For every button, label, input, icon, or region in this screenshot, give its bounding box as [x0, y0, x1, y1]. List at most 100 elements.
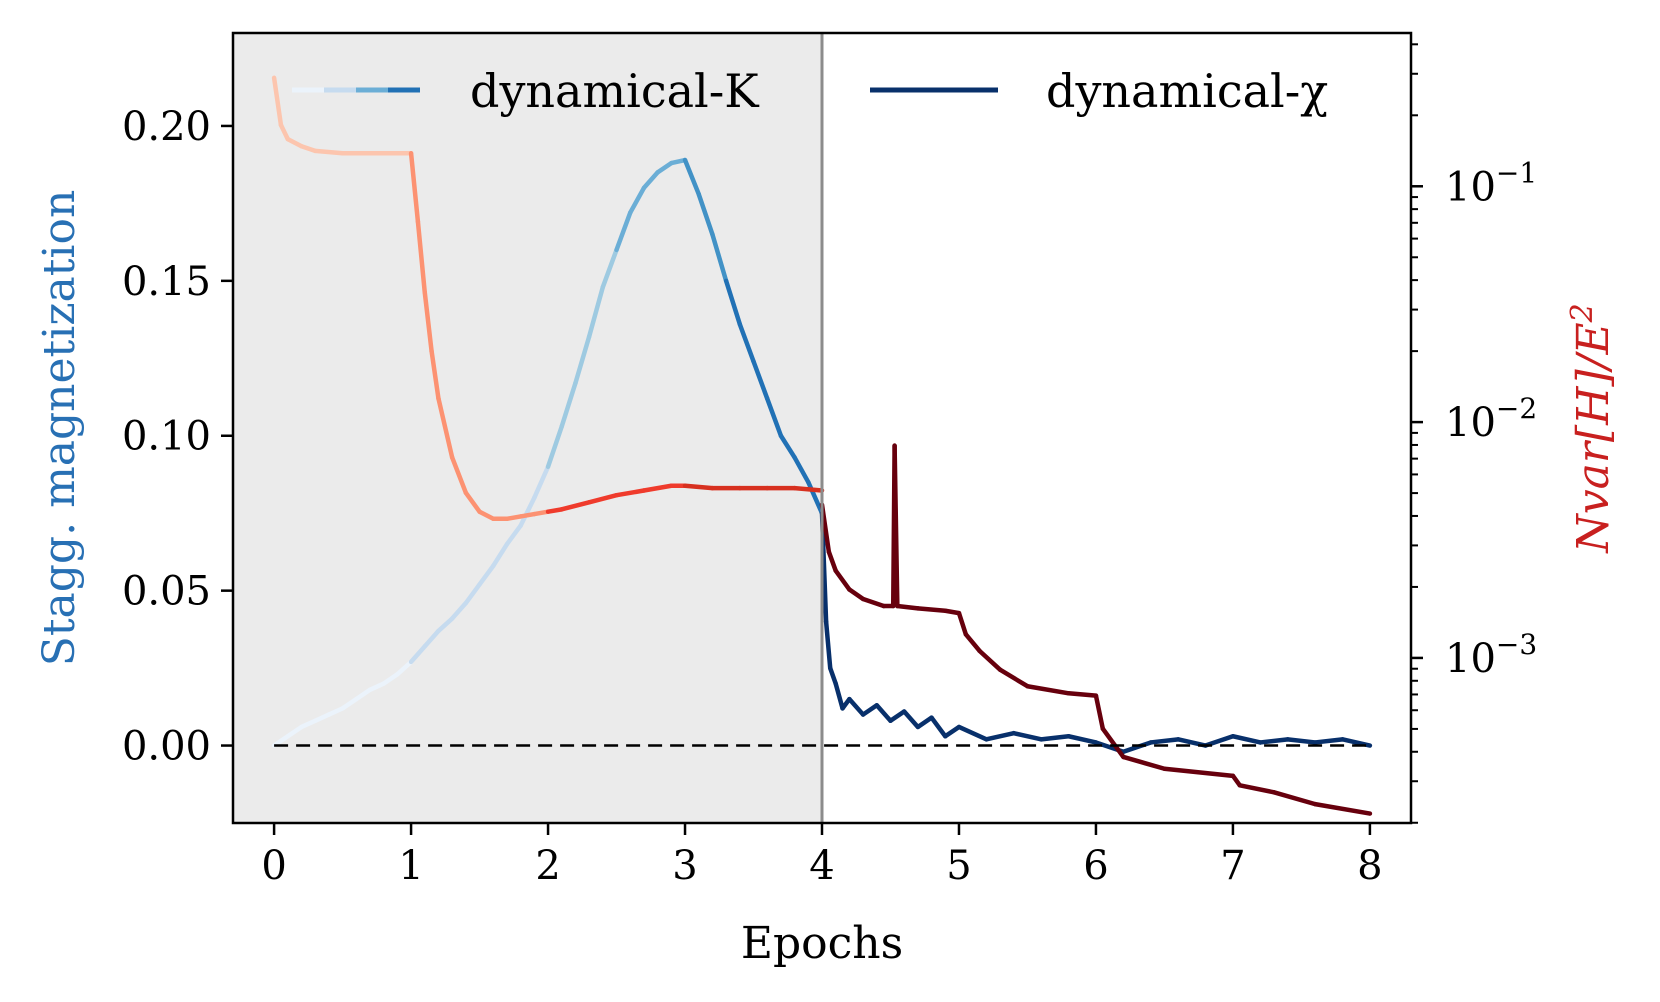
legend-label-dynamical-chi: dynamical-χ: [1046, 64, 1328, 118]
series-3-segment-7: [892, 443, 900, 609]
series-0-segment-28: [655, 160, 674, 175]
series-0-segment-31: [696, 191, 715, 237]
series-2-segment-23: [641, 483, 674, 493]
series-2-segment-2: [285, 136, 304, 149]
series-2-segment-21: [586, 492, 619, 505]
series-0-segment-3: [312, 712, 332, 724]
series-3-segment-15: [1025, 683, 1071, 696]
series-0-segment-36: [764, 396, 784, 438]
series-1-segment-10: [915, 715, 934, 730]
series-1-segment-26: [1312, 737, 1345, 745]
series-1-segment-22: [1203, 734, 1236, 748]
series-3-segment-19: [1121, 754, 1167, 772]
series-3-segment-20: [1162, 766, 1236, 779]
series-1-segment-13: [956, 724, 989, 742]
series-1-segment-14: [984, 730, 1017, 742]
series-3-segment-24: [1312, 801, 1373, 816]
series-0-segment-9: [395, 659, 414, 677]
legend: dynamical-K dynamical-χ: [292, 64, 1328, 118]
series-1-segment-2: [827, 665, 838, 686]
series-1-segment-1: [823, 619, 833, 671]
series-1-segment-6: [860, 703, 880, 717]
series-0-segment-0: [271, 734, 291, 748]
series-0-segment-8: [381, 672, 400, 686]
series-3-segment-23: [1271, 790, 1318, 807]
series-2-segment-25: [682, 483, 715, 491]
series-0-segment-21: [559, 380, 578, 429]
series-2-segment-22: [614, 488, 647, 498]
series-0-segment-1: [285, 724, 304, 739]
series-1-segment-7: [874, 703, 893, 724]
series-3-segment-17: [1093, 693, 1106, 731]
series-2-segment-11: [436, 396, 455, 460]
series-0-segment-2: [299, 718, 318, 730]
series-0-segment-29: [669, 157, 688, 166]
series-3-segment-22: [1237, 783, 1277, 795]
series-1-segment-25: [1285, 737, 1318, 745]
series-2-segment-7: [408, 151, 421, 224]
series-3-segment-10: [943, 608, 962, 616]
series-1-segment-9: [901, 709, 921, 730]
series-0-segment-18: [518, 495, 537, 528]
series-2-segment-17: [518, 511, 537, 519]
series-0-segment-38: [792, 455, 811, 485]
y-right-axis-label: Nvar[H]/E2: [1565, 303, 1619, 553]
series-0-segment-22: [573, 334, 592, 386]
series-2-segment-16: [504, 514, 523, 522]
series-0-segment-34: [737, 321, 756, 364]
series-1-segment-24: [1258, 737, 1290, 745]
series-3-segment-14: [997, 667, 1030, 689]
series-2-segment-19: [545, 507, 564, 514]
series-2-segment-0: [271, 75, 284, 128]
y-left-axis-label: Stagg. magnetization: [34, 190, 85, 667]
series-2-segment-1: [278, 122, 291, 142]
series-0-segment-33: [723, 278, 743, 327]
x-tick-label: 7: [1220, 843, 1245, 889]
legend-label-dynamical-k: dynamical-K: [470, 64, 760, 118]
series-0-segment-12: [436, 616, 455, 634]
series-0-segment-15: [477, 563, 496, 587]
series-2-segment-20: [559, 500, 592, 512]
series-1-segment-17: [1066, 734, 1099, 745]
series-0-segment-26: [627, 185, 647, 215]
series-3-segment-16: [1066, 691, 1099, 698]
shaded-region: [233, 33, 822, 823]
series-3-segment-9: [915, 606, 948, 614]
y-left-tick-label: 0.10: [122, 414, 211, 460]
x-tick-label: 0: [261, 843, 286, 889]
series-1-segment-23: [1230, 734, 1263, 745]
series-3-segment-13: [977, 648, 1003, 672]
series-1-segment-11: [929, 715, 948, 739]
series-3-segment-1: [826, 549, 838, 573]
series-3-segment-11: [956, 610, 969, 637]
series-0-segment-4: [326, 706, 345, 717]
series-0-segment-35: [751, 359, 770, 401]
series-0-segment-5: [340, 696, 359, 711]
x-tick-label: 4: [809, 843, 834, 889]
series-lines: [271, 75, 1373, 816]
y-left-tick-label: 0.05: [122, 569, 211, 615]
series-1-segment-16: [1038, 734, 1071, 742]
series-3-segment-18: [1100, 726, 1126, 760]
series-0-segment-27: [641, 170, 660, 191]
series-2-segment-18: [532, 509, 551, 517]
series-0-segment-16: [491, 541, 510, 569]
series-0-segment-25: [614, 210, 633, 253]
series-1-segment-20: [1148, 737, 1181, 745]
series-0-segment-11: [422, 628, 441, 649]
series-0-segment-7: [367, 681, 386, 693]
series-0-segment-17: [504, 523, 523, 547]
series-0-segment-13: [449, 600, 469, 621]
series-1-segment-19: [1121, 740, 1153, 754]
x-tick-label: 6: [1083, 843, 1108, 889]
series-0-segment-32: [710, 232, 729, 284]
y-right-tick-label: 10−1: [1445, 156, 1537, 210]
y-right-axis-ticks: 10−3 10−2 10−1: [1411, 43, 1537, 824]
series-2-segment-9: [422, 290, 434, 354]
series-2-segment-13: [463, 490, 482, 514]
series-0-segment-24: [600, 247, 619, 290]
series-3-segment-3: [847, 587, 866, 602]
series-2-segment-12: [449, 455, 469, 496]
series-2-segment-14: [477, 509, 496, 522]
